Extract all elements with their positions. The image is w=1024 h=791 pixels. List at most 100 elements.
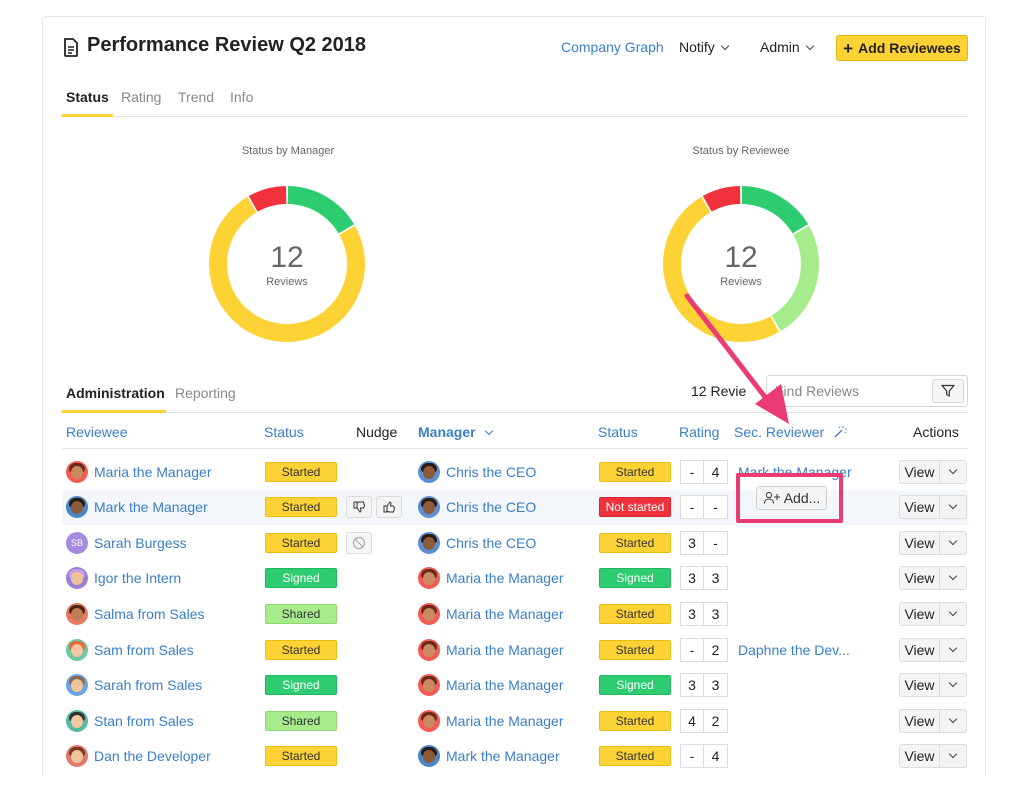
- view-options-toggle[interactable]: [940, 639, 966, 661]
- view-button[interactable]: View: [900, 674, 940, 697]
- magic-wand-icon[interactable]: [833, 425, 847, 439]
- col-header-sec-reviewer[interactable]: Sec. Reviewer: [734, 424, 847, 440]
- sec-reviewer-link[interactable]: Daphne the Dev...: [738, 641, 850, 658]
- donut-slice-signed: [287, 186, 355, 234]
- add-sec-reviewer-button[interactable]: Add...: [756, 485, 827, 510]
- view-dropdown[interactable]: View: [899, 632, 967, 667]
- avatar: [66, 745, 88, 768]
- view-dropdown[interactable]: View: [899, 739, 967, 774]
- view-button[interactable]: View: [900, 460, 940, 483]
- manager-link[interactable]: Chris the CEO: [418, 490, 536, 525]
- view-options-toggle[interactable]: [940, 710, 966, 732]
- manager-link[interactable]: Maria the Manager: [418, 596, 564, 631]
- view-options-toggle[interactable]: [940, 461, 966, 483]
- tab-trend[interactable]: Trend: [178, 89, 215, 105]
- avatar: [418, 745, 440, 768]
- tab-status[interactable]: Status: [66, 89, 109, 105]
- reviewee-link[interactable]: Igor the Intern: [66, 561, 181, 596]
- table-row[interactable]: Stan from Sales Shared Maria the Manager…: [62, 703, 968, 738]
- document-icon: [64, 38, 78, 57]
- reviewee-link[interactable]: Maria the Manager: [66, 454, 212, 489]
- reviewee-link[interactable]: Sam from Sales: [66, 632, 194, 667]
- table-row[interactable]: Dan the Developer Started Mark the Manag…: [62, 739, 968, 774]
- table-row[interactable]: Maria the Manager Started Chris the CEO …: [62, 454, 968, 489]
- chevron-down-icon: [948, 500, 958, 510]
- reviewee-link[interactable]: Mark the Manager: [66, 490, 208, 525]
- view-dropdown[interactable]: View: [899, 525, 967, 560]
- view-button[interactable]: View: [900, 602, 940, 625]
- status-badge: Shared: [265, 603, 337, 624]
- manager-link[interactable]: Chris the CEO: [418, 454, 536, 489]
- rating-manager: 3: [704, 673, 728, 698]
- manager-link[interactable]: Maria the Manager: [418, 632, 564, 667]
- thumbs-up-icon[interactable]: [376, 496, 402, 519]
- table-row[interactable]: Sarah from Sales Signed Maria the Manage…: [62, 668, 968, 703]
- view-dropdown[interactable]: View: [899, 596, 967, 631]
- status-badge: Not started: [599, 497, 671, 518]
- view-button[interactable]: View: [900, 745, 940, 768]
- tab-rating[interactable]: Rating: [121, 89, 162, 105]
- nudge-cell: [346, 525, 376, 560]
- view-dropdown[interactable]: View: [899, 561, 967, 596]
- avatar: [418, 602, 440, 625]
- search-input[interactable]: [775, 382, 925, 400]
- reviewee-link[interactable]: Salma from Sales: [66, 596, 204, 631]
- manager-link[interactable]: Maria the Manager: [418, 561, 564, 596]
- manager-name: Maria the Manager: [446, 570, 564, 587]
- view-button[interactable]: View: [900, 531, 940, 554]
- view-options-toggle[interactable]: [940, 603, 966, 625]
- chevron-down-icon: [948, 572, 958, 581]
- view-dropdown[interactable]: View: [899, 454, 967, 489]
- reviewee-link[interactable]: Dan the Developer: [66, 739, 211, 774]
- view-options-toggle[interactable]: [940, 567, 966, 589]
- header-divider: [62, 448, 968, 449]
- view-button[interactable]: View: [900, 709, 940, 732]
- view-dropdown[interactable]: View: [899, 490, 967, 525]
- col-header-rating[interactable]: Rating: [679, 424, 720, 440]
- avatar: [66, 496, 88, 519]
- reviewee-name: Dan the Developer: [94, 748, 211, 765]
- table-row[interactable]: Mark the Manager Started Chris the CEO N…: [62, 472, 968, 525]
- table-row[interactable]: Igor the Intern Signed Maria the Manager…: [62, 561, 968, 596]
- avatar: [418, 567, 440, 590]
- reviewee-link[interactable]: Sarah from Sales: [66, 668, 202, 703]
- col-header-status[interactable]: Status: [264, 424, 304, 440]
- tab-reporting[interactable]: Reporting: [175, 385, 236, 401]
- col-header-manager[interactable]: Manager: [418, 424, 494, 440]
- view-button[interactable]: View: [900, 496, 940, 519]
- manager-link[interactable]: Maria the Manager: [418, 668, 564, 703]
- table-row[interactable]: Salma from Sales Shared Maria the Manage…: [62, 596, 968, 631]
- manager-link[interactable]: Chris the CEO: [418, 525, 536, 560]
- col-header-manager-status[interactable]: Status: [598, 424, 638, 440]
- rating-cell: --: [680, 490, 728, 525]
- reviewee-link[interactable]: SB Sarah Burgess: [66, 525, 187, 560]
- tab-info[interactable]: Info: [230, 89, 254, 105]
- col-header-reviewee[interactable]: Reviewee: [66, 424, 128, 440]
- tab-administration[interactable]: Administration: [66, 385, 165, 401]
- view-dropdown[interactable]: View: [899, 668, 967, 703]
- reviewee-link[interactable]: Stan from Sales: [66, 703, 194, 738]
- view-options-toggle[interactable]: [940, 496, 966, 518]
- status-cell: Started: [265, 632, 337, 667]
- rating-self: -: [680, 495, 704, 520]
- status-cell: Started: [265, 525, 337, 560]
- filter-button[interactable]: [932, 379, 964, 403]
- view-dropdown[interactable]: View: [899, 703, 967, 738]
- view-options-toggle[interactable]: [940, 674, 966, 696]
- search-box: [766, 375, 968, 407]
- avatar: [418, 638, 440, 661]
- admin-menu[interactable]: Admin: [760, 39, 814, 55]
- notify-menu[interactable]: Notify: [679, 39, 730, 55]
- subtab-active-indicator: [62, 410, 166, 413]
- table-row[interactable]: SB Sarah Burgess Started Chris the CEO St…: [62, 525, 968, 560]
- add-reviewees-button[interactable]: + Add Reviewees: [836, 35, 968, 61]
- thumbs-down-icon[interactable]: [346, 496, 372, 519]
- manager-link[interactable]: Maria the Manager: [418, 703, 564, 738]
- manager-link[interactable]: Mark the Manager: [418, 739, 560, 774]
- view-button[interactable]: View: [900, 567, 940, 590]
- view-options-toggle[interactable]: [940, 532, 966, 554]
- company-graph-link[interactable]: Company Graph: [561, 39, 664, 55]
- view-options-toggle[interactable]: [940, 745, 966, 767]
- table-row[interactable]: Sam from Sales Started Maria the Manager…: [62, 632, 968, 667]
- view-button[interactable]: View: [900, 638, 940, 661]
